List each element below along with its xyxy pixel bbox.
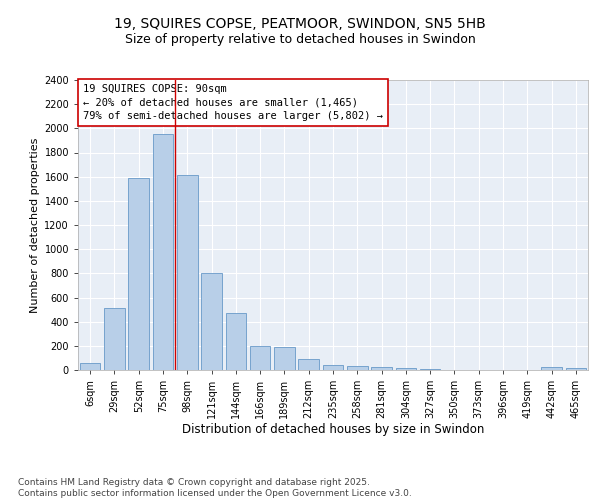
Bar [104, 308, 125, 370]
Text: Contains HM Land Registry data © Crown copyright and database right 2025.
Contai: Contains HM Land Registry data © Crown c… [18, 478, 412, 498]
Bar [347, 366, 368, 370]
Bar [80, 364, 100, 370]
Bar [250, 346, 271, 370]
Bar [395, 368, 416, 370]
Bar [177, 176, 197, 370]
Text: 19, SQUIRES COPSE, PEATMOOR, SWINDON, SN5 5HB: 19, SQUIRES COPSE, PEATMOOR, SWINDON, SN… [114, 18, 486, 32]
Bar [201, 274, 222, 370]
Bar [323, 365, 343, 370]
Y-axis label: Number of detached properties: Number of detached properties [30, 138, 40, 312]
Text: Size of property relative to detached houses in Swindon: Size of property relative to detached ho… [125, 32, 475, 46]
Bar [541, 367, 562, 370]
Bar [371, 367, 392, 370]
Bar [226, 312, 246, 370]
X-axis label: Distribution of detached houses by size in Swindon: Distribution of detached houses by size … [182, 422, 484, 436]
Bar [274, 347, 295, 370]
Bar [298, 359, 319, 370]
Bar [152, 134, 173, 370]
Bar [128, 178, 149, 370]
Bar [566, 368, 586, 370]
Text: 19 SQUIRES COPSE: 90sqm
← 20% of detached houses are smaller (1,465)
79% of semi: 19 SQUIRES COPSE: 90sqm ← 20% of detache… [83, 84, 383, 120]
